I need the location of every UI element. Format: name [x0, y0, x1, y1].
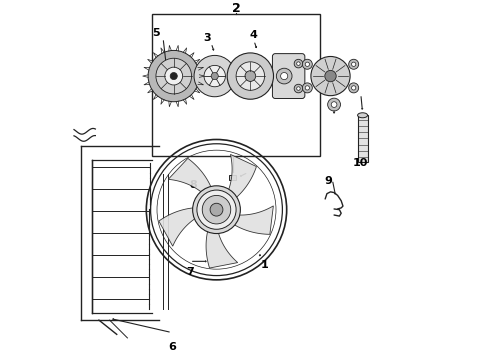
Polygon shape — [168, 158, 213, 192]
Text: 4: 4 — [250, 30, 258, 40]
Text: 5: 5 — [152, 28, 160, 37]
Circle shape — [302, 83, 312, 93]
FancyBboxPatch shape — [272, 54, 305, 99]
Circle shape — [296, 62, 300, 66]
Circle shape — [349, 59, 359, 69]
Text: 9: 9 — [325, 176, 333, 186]
Polygon shape — [159, 208, 197, 246]
Circle shape — [305, 62, 310, 66]
Text: 1: 1 — [261, 260, 269, 270]
Circle shape — [351, 62, 356, 66]
Ellipse shape — [358, 113, 368, 118]
Circle shape — [325, 70, 336, 82]
Polygon shape — [206, 228, 238, 268]
Circle shape — [202, 195, 231, 224]
Polygon shape — [231, 206, 273, 234]
Circle shape — [276, 68, 292, 84]
Circle shape — [281, 72, 288, 80]
Text: 3: 3 — [204, 33, 211, 42]
Circle shape — [236, 62, 265, 90]
Text: 7: 7 — [186, 267, 194, 277]
Circle shape — [204, 66, 225, 87]
Bar — [152, 14, 320, 156]
Circle shape — [328, 98, 341, 111]
Circle shape — [210, 203, 223, 216]
Text: 6: 6 — [168, 342, 176, 352]
Text: 10: 10 — [353, 158, 368, 168]
Circle shape — [197, 190, 236, 229]
Circle shape — [211, 72, 218, 80]
Circle shape — [165, 67, 183, 85]
Circle shape — [351, 86, 356, 90]
Circle shape — [294, 59, 303, 68]
Circle shape — [227, 53, 273, 99]
Circle shape — [302, 59, 312, 69]
Polygon shape — [228, 154, 256, 200]
Circle shape — [170, 72, 177, 80]
Circle shape — [349, 83, 359, 93]
Circle shape — [148, 50, 199, 102]
Circle shape — [294, 84, 303, 93]
Circle shape — [305, 86, 310, 90]
Bar — [229, 175, 236, 180]
Bar — [358, 115, 368, 162]
Circle shape — [331, 102, 337, 107]
Circle shape — [311, 57, 350, 96]
Circle shape — [193, 186, 241, 234]
Circle shape — [245, 71, 256, 81]
Text: 8: 8 — [190, 180, 197, 190]
Circle shape — [194, 55, 235, 97]
Circle shape — [156, 58, 192, 94]
Circle shape — [296, 87, 300, 90]
Text: 2: 2 — [232, 2, 241, 15]
